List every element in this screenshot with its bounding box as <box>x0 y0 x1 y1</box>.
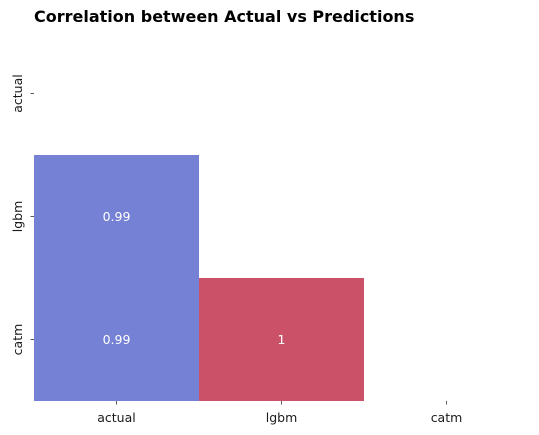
cell-value-label-catm-actual: 0.99 <box>103 332 131 347</box>
x-tick-label-lgbm: lgbm <box>266 410 298 425</box>
y-axis-ticks: actual lgbm catm <box>10 74 34 355</box>
heatmap-cell-catm-lgbm <box>199 278 364 401</box>
heatmap-cell-lgbm-actual <box>34 155 199 278</box>
heatmap-cell-labels: 0.99 0.99 1 <box>103 209 286 347</box>
cell-value-label-catm-lgbm: 1 <box>278 332 286 347</box>
y-tick-label-catm: catm <box>10 324 25 356</box>
y-tick-label-lgbm: lgbm <box>10 201 25 233</box>
x-axis-ticks: actual lgbm catm <box>97 401 462 425</box>
chart-title: Correlation between Actual vs Prediction… <box>34 7 415 26</box>
cell-value-label-lgbm-actual: 0.99 <box>103 209 131 224</box>
x-tick-label-actual: actual <box>97 410 136 425</box>
y-tick-label-actual: actual <box>10 74 25 113</box>
heatmap-cells <box>34 155 364 401</box>
x-tick-label-catm: catm <box>431 410 463 425</box>
heatmap-cell-catm-actual <box>34 278 199 401</box>
